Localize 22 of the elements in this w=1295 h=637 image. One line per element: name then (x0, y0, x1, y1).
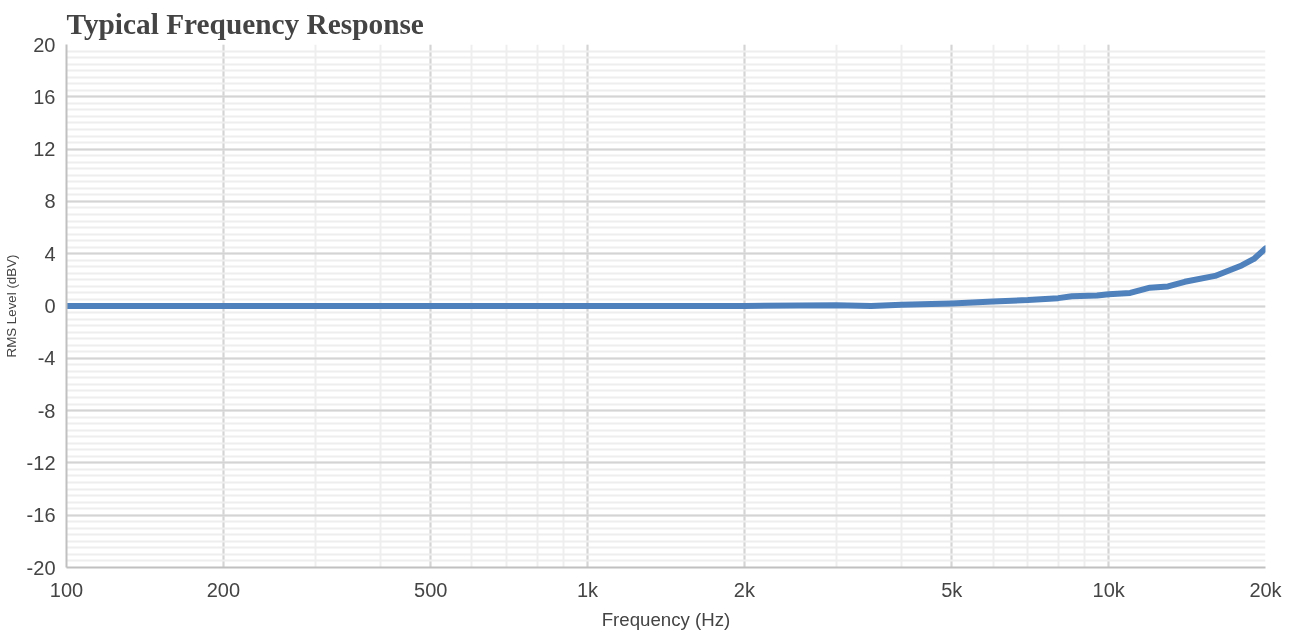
y-tick-label: 4 (44, 242, 56, 265)
y-tick-label: -20 (26, 556, 56, 579)
y-tick-label: 16 (33, 85, 56, 108)
x-tick-label: 5k (941, 578, 964, 601)
y-tick-label: 20 (33, 33, 56, 56)
y-tick-label: 0 (44, 295, 56, 317)
x-tick-label: 1k (577, 578, 600, 601)
x-tick-label: 20k (1249, 578, 1283, 601)
y-tick-label: -4 (37, 347, 56, 370)
x-tick-label: 100 (49, 578, 84, 601)
x-tick-label: 500 (414, 578, 448, 601)
y-axis-title: RMS Level (dBV) (3, 254, 19, 358)
x-tick-label: 200 (206, 578, 241, 601)
y-tick-label: 8 (44, 190, 56, 213)
y-tick-label: -12 (26, 451, 56, 474)
y-tick-label: -16 (26, 504, 56, 527)
y-tick-label: 12 (33, 138, 56, 161)
y-tick-label: -8 (37, 399, 56, 422)
x-tick-label: 2k (733, 578, 756, 601)
x-tick-label: 10k (1092, 578, 1126, 601)
chart-title: Typical Frequency Response (66, 7, 424, 40)
x-axis-title: Frequency (Hz) (601, 608, 731, 630)
